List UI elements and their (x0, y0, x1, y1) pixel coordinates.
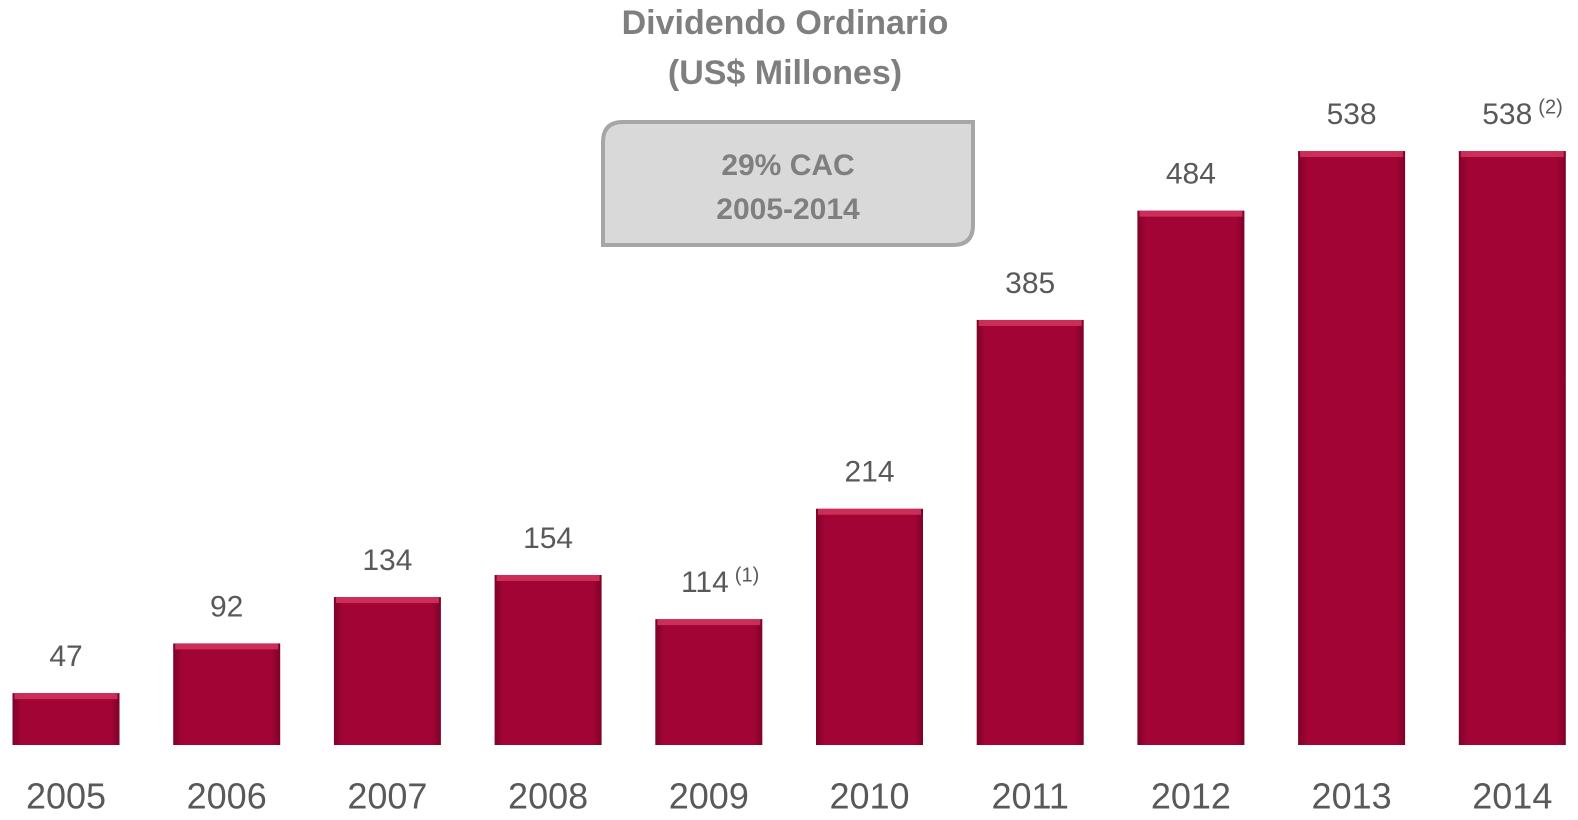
value-label: 484 (1166, 158, 1216, 191)
annotation-text: 2005-2014 (716, 193, 860, 226)
x-tick-label: 2007 (347, 776, 427, 817)
bar (494, 574, 602, 745)
bar (12, 693, 120, 745)
value-note: (2) (1538, 96, 1562, 118)
x-tick-label: 2012 (1151, 776, 1231, 817)
x-tick-label: 2008 (508, 776, 588, 817)
value-label: 154 (523, 522, 573, 555)
bar (816, 508, 923, 745)
annotation-text: 29% CAC (721, 149, 854, 182)
bar-bevel (496, 574, 600, 581)
bar-bevel (1300, 151, 1404, 158)
bar-bevel (1139, 210, 1243, 217)
bar (976, 319, 1084, 745)
bar-bevel (14, 693, 118, 700)
bar-bevel (657, 619, 761, 626)
value-label: 385 (1005, 267, 1055, 300)
value-label: 134 (362, 544, 412, 577)
bar (1298, 151, 1406, 746)
x-tick-label: 2010 (829, 776, 909, 817)
annotation-box (601, 120, 975, 247)
bar-bevel (335, 597, 439, 604)
value-label: 92 (210, 590, 243, 623)
bar (333, 597, 441, 745)
x-tick-label: 2011 (991, 776, 1068, 817)
bar (1137, 210, 1245, 745)
value-label: 538 (1482, 98, 1532, 131)
bar-bevel (818, 508, 921, 515)
chart-subtitle: (US$ Millones) (668, 54, 902, 92)
x-tick-label: 2005 (26, 776, 106, 817)
bar-bevel (978, 319, 1082, 326)
value-label: 114 (681, 566, 729, 599)
chart-title: Dividendo Ordinario (622, 4, 949, 42)
value-label: 47 (49, 640, 82, 673)
bar (1458, 151, 1566, 746)
bar-bevel (175, 643, 279, 650)
bar-bevel (1460, 151, 1564, 158)
value-label: 214 (844, 456, 894, 489)
bar (173, 643, 281, 745)
x-tick-label: 2014 (1472, 776, 1552, 817)
value-note: (1) (735, 564, 759, 586)
x-tick-label: 2009 (669, 776, 749, 817)
x-tick-label: 2013 (1312, 776, 1392, 817)
bar (655, 619, 763, 745)
value-label: 538 (1327, 98, 1377, 131)
x-tick-label: 2006 (187, 776, 267, 817)
